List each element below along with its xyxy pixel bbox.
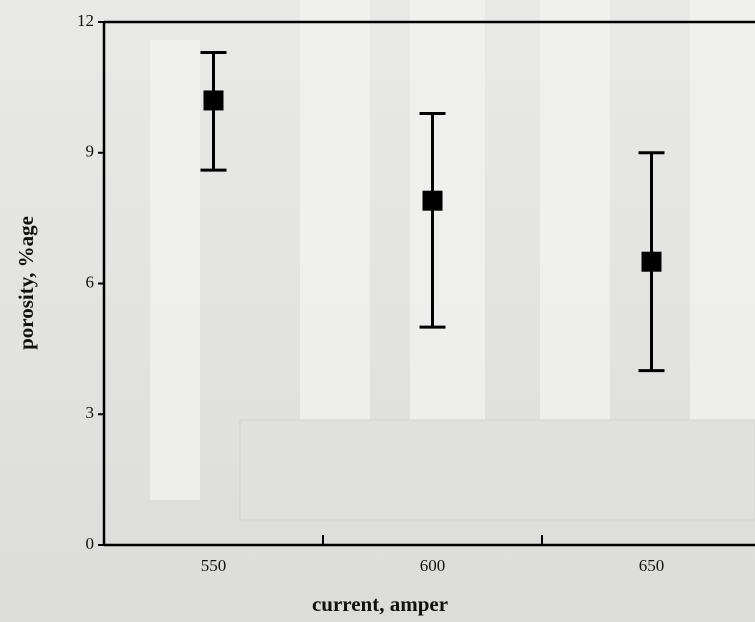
x-tick-label: 650 xyxy=(639,556,665,575)
marker xyxy=(203,90,224,111)
marker xyxy=(422,190,443,211)
x-tick-label: 600 xyxy=(420,556,446,575)
y-tick-label: 3 xyxy=(86,403,95,422)
marker xyxy=(641,251,662,272)
x-tick-label: 550 xyxy=(201,556,227,575)
y-axis-title: porosity, %age xyxy=(14,216,38,350)
y-tick-label: 6 xyxy=(86,272,95,291)
x-axis-title: current, amper xyxy=(312,592,448,616)
y-tick-label: 0 xyxy=(86,534,95,553)
y-tick-label: 12 xyxy=(77,11,94,30)
background-shading xyxy=(239,419,755,521)
background-columns xyxy=(150,0,755,500)
y-tick-label: 9 xyxy=(86,142,95,161)
